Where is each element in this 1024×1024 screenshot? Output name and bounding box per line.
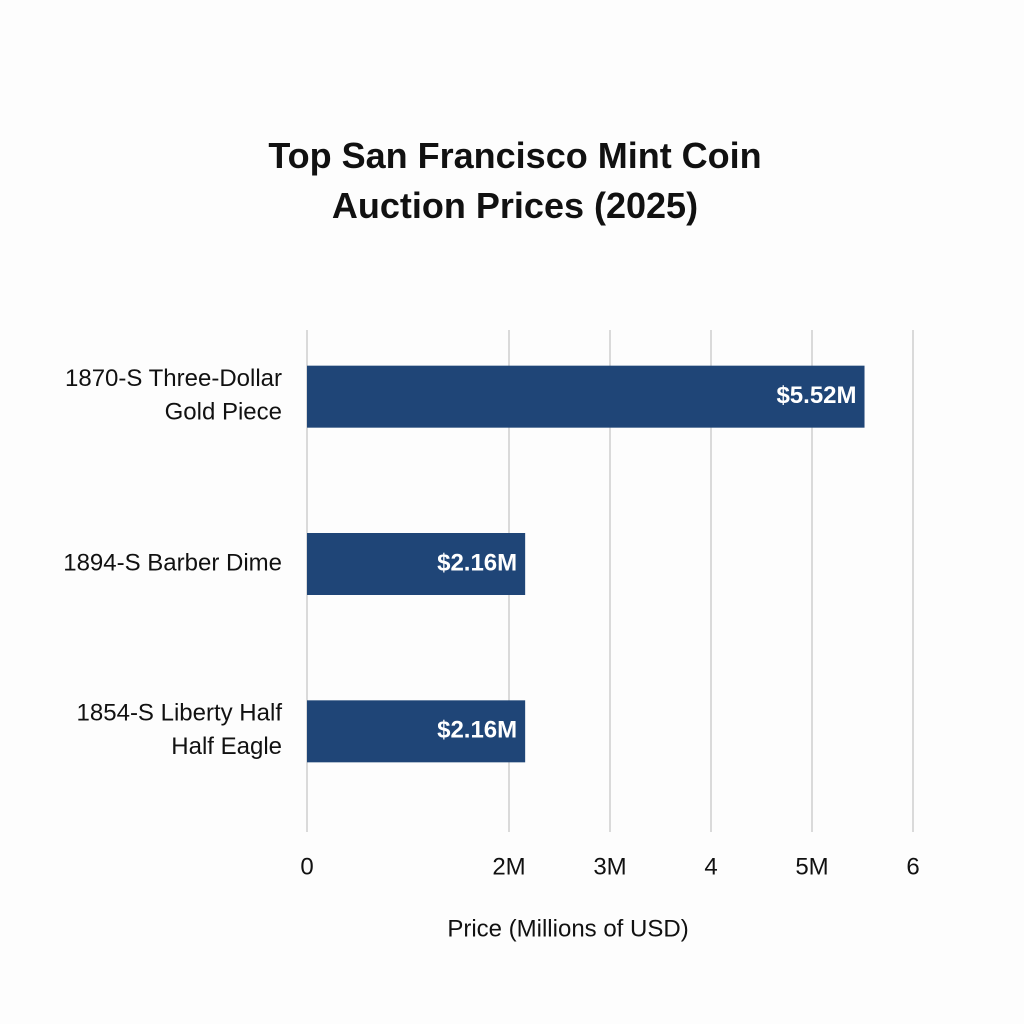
x-tick-label: 2M: [492, 853, 525, 880]
chart-title: Top San Francisco Mint Coin Auction Price…: [268, 134, 761, 225]
y-tick-label: 1854-S Liberty Half Half Eagle: [77, 700, 283, 761]
x-tick-label: 0: [300, 853, 313, 880]
x-tick-label: 6: [906, 853, 919, 880]
y-tick-label: 1870-S Three-Dollar Gold Piece: [65, 365, 282, 426]
x-tick-label: 5M: [795, 853, 828, 880]
bar: [307, 533, 526, 595]
y-tick-label: 1894-S Barber Dime: [63, 549, 282, 576]
bar: [307, 700, 526, 763]
value-label: $5.52M: [776, 382, 856, 409]
x-tick-label: 4: [704, 853, 717, 880]
x-tick-label: 3M: [593, 853, 626, 880]
value-label: $2.16M: [437, 549, 517, 576]
value-label: $2.16M: [437, 717, 517, 744]
bar: [307, 365, 865, 428]
x-axis-label: Price (Millions of USD): [447, 915, 688, 942]
